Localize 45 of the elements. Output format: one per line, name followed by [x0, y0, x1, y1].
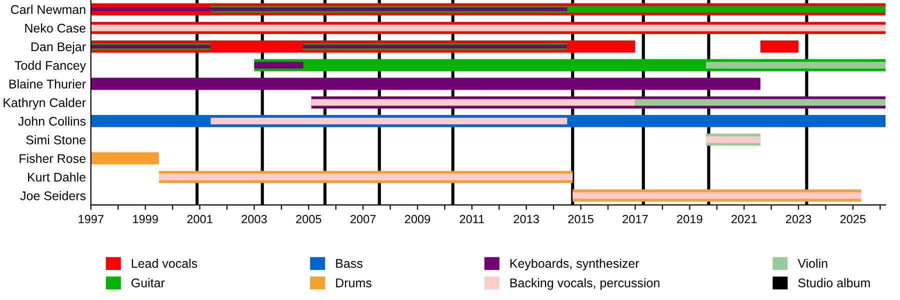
x-tick-label: 2013	[514, 214, 539, 224]
y-tick-label: Blaine Thurier	[9, 79, 86, 88]
y-tick-label: Dan Bejar	[31, 42, 86, 54]
x-tick-label: 2015	[568, 214, 594, 224]
x-tick-label: 2019	[677, 214, 702, 224]
y-tick-label: Simi Stone	[26, 135, 86, 144]
bar	[90, 152, 159, 164]
bar	[311, 99, 636, 106]
legend-label: Violin	[798, 258, 828, 268]
bar	[635, 99, 886, 106]
x-tick-label: 2011	[460, 214, 484, 224]
bar	[706, 62, 886, 69]
bar	[706, 136, 760, 144]
legend-label: Drums	[336, 278, 372, 288]
y-tick-label: Fisher Rose	[20, 154, 86, 163]
legend-label: Lead vocals	[132, 258, 198, 268]
x-tick-label: 2003	[242, 214, 267, 224]
bar	[254, 62, 304, 69]
legend-label: Guitar	[132, 278, 165, 288]
x-tick-label: 2007	[350, 214, 376, 224]
legend-label: Keyboards, synthesizer	[510, 258, 640, 270]
x-tick-label: 2001	[187, 214, 212, 224]
legend-label: Studio album	[798, 278, 870, 288]
x-tick-label: 2005	[296, 214, 322, 224]
x-tick-label: 1997	[78, 214, 104, 224]
bar	[210, 118, 568, 124]
y-tick-label: Joe Seiders	[20, 191, 86, 200]
y-tick-label: Kathryn Calder	[4, 98, 86, 110]
bar	[572, 192, 862, 199]
x-tick-label: 2021	[732, 214, 757, 224]
legend-label: Bass	[336, 259, 362, 268]
y-tick-label: Todd Fancey	[14, 60, 86, 72]
x-tick-label: 2025	[840, 214, 866, 224]
y-tick-label: Carl Newman	[10, 4, 86, 14]
y-tick-label: Kurt Dahle	[28, 172, 86, 182]
legend-label: Backing vocals, percussion	[510, 278, 660, 290]
x-tick-label: 2009	[404, 214, 430, 224]
x-tick-label: 2017	[622, 214, 648, 224]
bar	[158, 174, 573, 180]
x-tick-label: 1999	[133, 214, 158, 224]
y-tick-label: Neko Case	[25, 23, 86, 33]
bar	[90, 24, 886, 32]
bar	[760, 40, 799, 53]
x-tick-label: 2023	[786, 214, 812, 224]
y-tick-label: John Collins	[18, 116, 86, 126]
